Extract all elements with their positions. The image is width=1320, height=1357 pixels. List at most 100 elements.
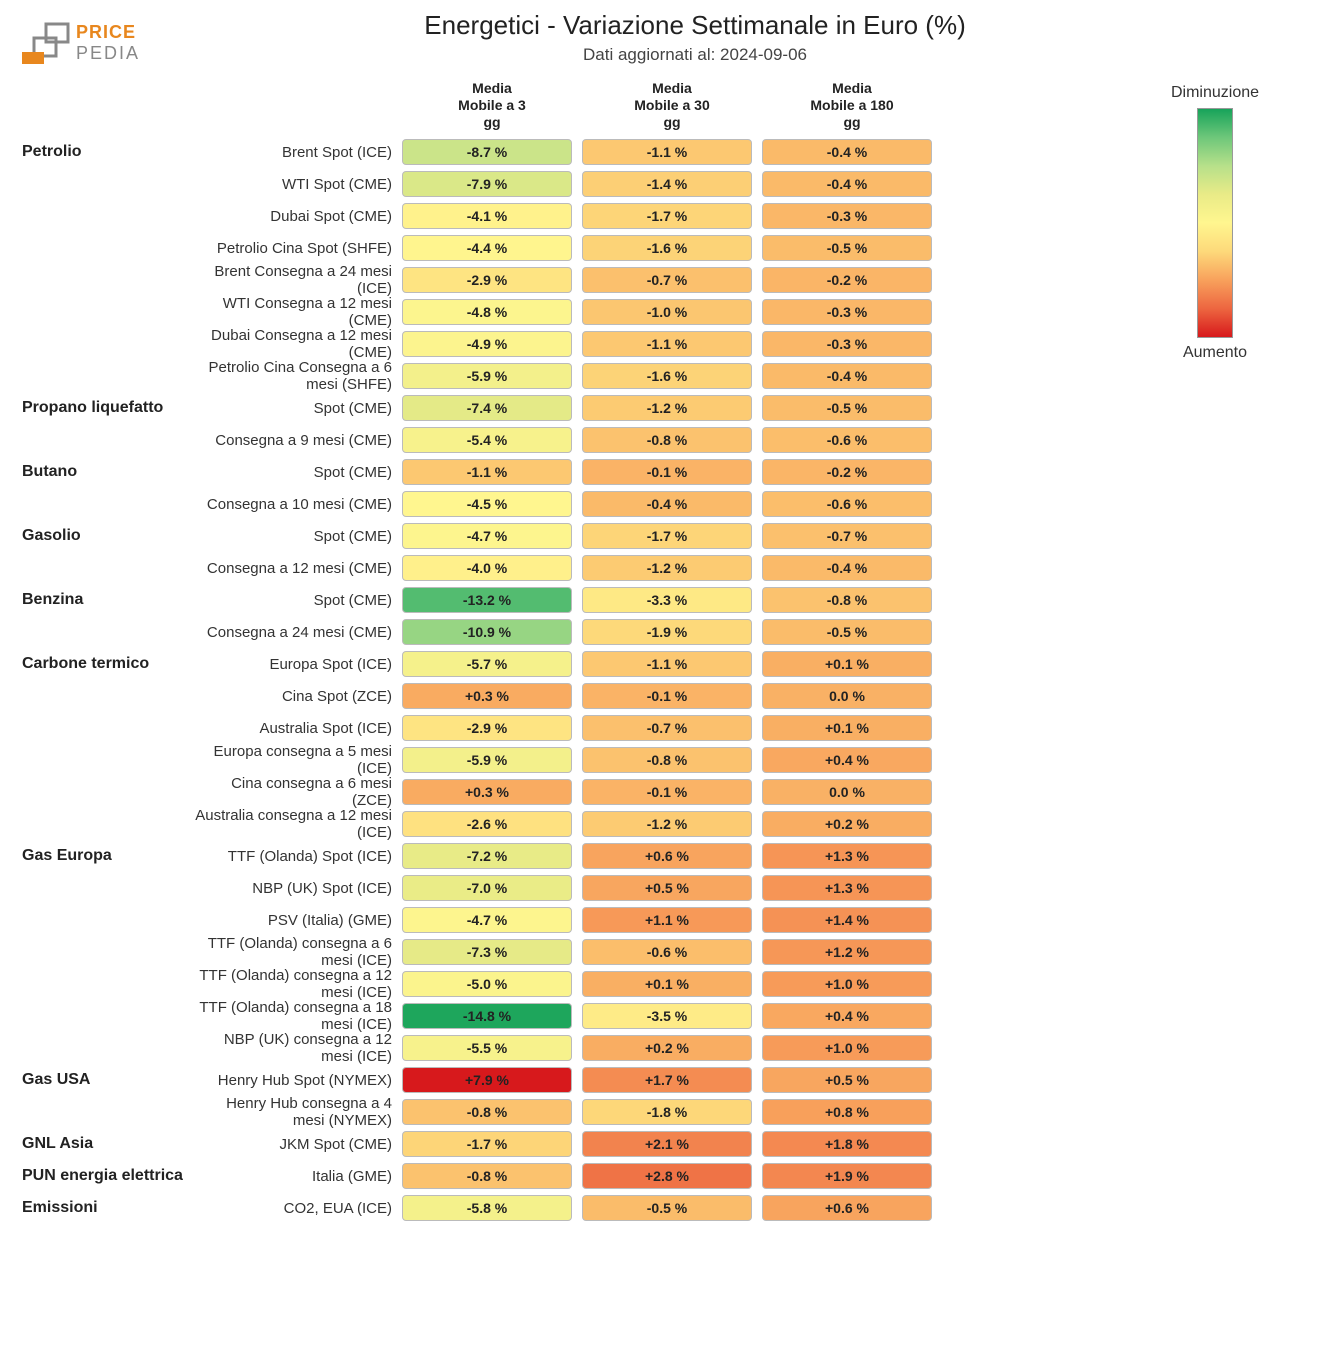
heatmap-cell: -4.5 % <box>402 491 572 517</box>
heatmap-cell: -0.6 % <box>762 491 932 517</box>
heatmap-cell: -1.1 % <box>582 651 752 677</box>
row-label: TTF (Olanda) consegna a 6 mesi (ICE) <box>195 935 402 969</box>
table-row: Cina consegna a 6 mesi (ZCE)+0.3 %-0.1 %… <box>20 776 1110 808</box>
row-label: Petrolio Cina Spot (SHFE) <box>195 240 402 257</box>
heatmap-cell: -0.2 % <box>762 267 932 293</box>
heatmap-cell: -1.2 % <box>582 811 752 837</box>
row-label: Brent Consegna a 24 mesi (ICE) <box>195 263 402 297</box>
category-label: Propano liquefatto <box>20 399 195 417</box>
row-cells: +0.3 %-0.1 %0.0 % <box>402 779 932 805</box>
row-label: TTF (Olanda) Spot (ICE) <box>195 848 402 865</box>
row-label: Italia (GME) <box>195 1168 402 1185</box>
table-row: Australia consegna a 12 mesi (ICE)-2.6 %… <box>20 808 1110 840</box>
table-row: ButanoSpot (CME)-1.1 %-0.1 %-0.2 % <box>20 456 1110 488</box>
row-label: Consegna a 10 mesi (CME) <box>195 496 402 513</box>
row-cells: +0.3 %-0.1 %0.0 % <box>402 683 932 709</box>
heatmap-cell: -5.9 % <box>402 747 572 773</box>
category-label: Gas USA <box>20 1071 195 1089</box>
heatmap-cell: -0.6 % <box>582 939 752 965</box>
heatmap-cell: +1.3 % <box>762 875 932 901</box>
heatmap-cell: -2.6 % <box>402 811 572 837</box>
row-cells: -1.7 %+2.1 %+1.8 % <box>402 1131 932 1157</box>
header: PRICE PEDIA Energetici - Variazione Sett… <box>20 10 1300 66</box>
table-row: Europa consegna a 5 mesi (ICE)-5.9 %-0.8… <box>20 744 1110 776</box>
table-row: PetrolioBrent Spot (ICE)-8.7 %-1.1 %-0.4… <box>20 136 1110 168</box>
column-header: MediaMobile a 180gg <box>762 80 942 130</box>
heatmap-cell: -0.3 % <box>762 203 932 229</box>
table-row: Dubai Spot (CME)-4.1 %-1.7 %-0.3 % <box>20 200 1110 232</box>
heatmap-cell: -1.9 % <box>582 619 752 645</box>
heatmap-cell: +0.1 % <box>582 971 752 997</box>
row-cells: -4.7 %-1.7 %-0.7 % <box>402 523 932 549</box>
row-label: JKM Spot (CME) <box>195 1136 402 1153</box>
row-label: Cina Spot (ZCE) <box>195 688 402 705</box>
heatmap-cell: -0.5 % <box>762 235 932 261</box>
table-row: EmissioniCO2, EUA (ICE)-5.8 %-0.5 %+0.6 … <box>20 1192 1110 1224</box>
table-row: Brent Consegna a 24 mesi (ICE)-2.9 %-0.7… <box>20 264 1110 296</box>
heatmap-cell: -5.7 % <box>402 651 572 677</box>
category-label: Gasolio <box>20 527 195 545</box>
table-row: NBP (UK) Spot (ICE)-7.0 %+0.5 %+1.3 % <box>20 872 1110 904</box>
heatmap-cell: -1.4 % <box>582 171 752 197</box>
heatmap-cell: +1.1 % <box>582 907 752 933</box>
heatmap-cell: -14.8 % <box>402 1003 572 1029</box>
row-label: NBP (UK) consegna a 12 mesi (ICE) <box>195 1031 402 1065</box>
logo-text: PRICE PEDIA <box>76 22 140 64</box>
heatmap-cell: -0.3 % <box>762 331 932 357</box>
heatmap-cell: -0.4 % <box>762 139 932 165</box>
row-cells: -10.9 %-1.9 %-0.5 % <box>402 619 932 645</box>
heatmap-cell: -1.7 % <box>582 203 752 229</box>
heatmap-cell: -0.6 % <box>762 427 932 453</box>
heatmap-cell: -1.1 % <box>402 459 572 485</box>
table-row: NBP (UK) consegna a 12 mesi (ICE)-5.5 %+… <box>20 1032 1110 1064</box>
heatmap-cell: -7.9 % <box>402 171 572 197</box>
row-label: Consegna a 9 mesi (CME) <box>195 432 402 449</box>
row-cells: -4.8 %-1.0 %-0.3 % <box>402 299 932 325</box>
heatmap-cell: -3.3 % <box>582 587 752 613</box>
heatmap-cell: -1.1 % <box>582 331 752 357</box>
row-cells: -4.9 %-1.1 %-0.3 % <box>402 331 932 357</box>
heatmap-cell: +0.8 % <box>762 1099 932 1125</box>
heatmap-cell: -7.4 % <box>402 395 572 421</box>
heatmap-cell: -7.0 % <box>402 875 572 901</box>
row-label: Dubai Spot (CME) <box>195 208 402 225</box>
table-row: PSV (Italia) (GME)-4.7 %+1.1 %+1.4 % <box>20 904 1110 936</box>
table-row: Consegna a 12 mesi (CME)-4.0 %-1.2 %-0.4… <box>20 552 1110 584</box>
category-label: Benzina <box>20 591 195 609</box>
row-cells: -0.8 %+2.8 %+1.9 % <box>402 1163 932 1189</box>
page-title: Energetici - Variazione Settimanale in E… <box>140 10 1250 41</box>
row-cells: -7.4 %-1.2 %-0.5 % <box>402 395 932 421</box>
heatmap-cell: -0.2 % <box>762 459 932 485</box>
heatmap-cell: +0.4 % <box>762 1003 932 1029</box>
row-label: Spot (CME) <box>195 528 402 545</box>
table-row: TTF (Olanda) consegna a 18 mesi (ICE)-14… <box>20 1000 1110 1032</box>
table-row: Dubai Consegna a 12 mesi (CME)-4.9 %-1.1… <box>20 328 1110 360</box>
logo-icon <box>20 20 70 66</box>
heatmap-cell: +0.1 % <box>762 651 932 677</box>
heatmap-cell: -0.7 % <box>762 523 932 549</box>
heatmap-cell: -4.4 % <box>402 235 572 261</box>
heatmap-cell: -4.7 % <box>402 907 572 933</box>
table-row: Consegna a 9 mesi (CME)-5.4 %-0.8 %-0.6 … <box>20 424 1110 456</box>
column-header: MediaMobile a 3gg <box>402 80 582 130</box>
table-row: Cina Spot (ZCE)+0.3 %-0.1 %0.0 % <box>20 680 1110 712</box>
heatmap-cell: -0.8 % <box>582 427 752 453</box>
table-row: Consegna a 24 mesi (CME)-10.9 %-1.9 %-0.… <box>20 616 1110 648</box>
legend: Diminuzione Aumento <box>1130 80 1300 1224</box>
heatmap-cell: -0.1 % <box>582 683 752 709</box>
table-row: Gas EuropaTTF (Olanda) Spot (ICE)-7.2 %+… <box>20 840 1110 872</box>
heatmap-cell: 0.0 % <box>762 779 932 805</box>
row-cells: -2.9 %-0.7 %+0.1 % <box>402 715 932 741</box>
table-row: PUN energia elettricaItalia (GME)-0.8 %+… <box>20 1160 1110 1192</box>
row-label: Consegna a 12 mesi (CME) <box>195 560 402 577</box>
row-cells: -8.7 %-1.1 %-0.4 % <box>402 139 932 165</box>
row-cells: -5.7 % -1.1 % +0.1 % <box>402 651 932 677</box>
row-cells: -5.4 %-0.8 %-0.6 % <box>402 427 932 453</box>
heatmap-cell: -8.7 % <box>402 139 572 165</box>
heatmap-cell: +0.6 % <box>762 1195 932 1221</box>
heatmap-cell: +0.3 % <box>402 683 572 709</box>
category-label: Gas Europa <box>20 847 195 865</box>
heatmap-cell: +1.7 % <box>582 1067 752 1093</box>
heatmap-cell: -10.9 % <box>402 619 572 645</box>
heatmap-cell: -4.0 % <box>402 555 572 581</box>
